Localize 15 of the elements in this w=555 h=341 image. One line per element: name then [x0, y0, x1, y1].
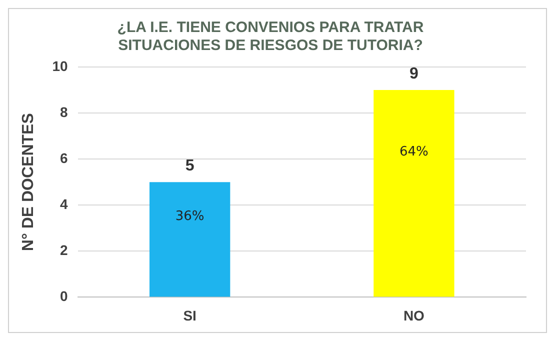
data-label: 9 — [409, 65, 418, 82]
annotation: 36% — [175, 208, 204, 224]
x-tick-label: NO — [403, 307, 425, 324]
y-axis-title: N° DE DOCENTES — [20, 112, 38, 252]
annotation: 64% — [399, 144, 428, 160]
y-tick-label: 4 — [60, 196, 68, 212]
y-tick-label: 6 — [60, 150, 68, 166]
x-tick-label: SI — [183, 307, 196, 324]
data-label: 5 — [185, 158, 194, 175]
y-tick-label: 8 — [60, 104, 68, 120]
y-tick-label: 0 — [60, 288, 68, 304]
text: SITUACIONES DE RIESGOS DE TUTORIA? — [118, 37, 423, 54]
text: ¿LA I.E. TIENE CONVENIOS PARA TRATAR — [117, 19, 424, 36]
y-tick-label: 10 — [52, 58, 68, 74]
y-tick-label: 2 — [60, 242, 68, 258]
